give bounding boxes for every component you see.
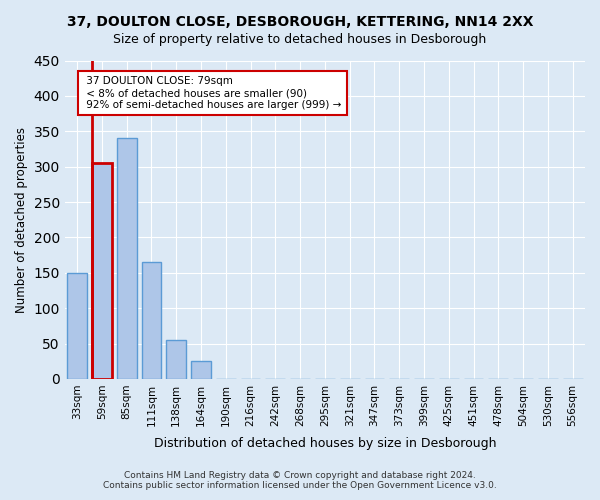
Text: 37, DOULTON CLOSE, DESBOROUGH, KETTERING, NN14 2XX: 37, DOULTON CLOSE, DESBOROUGH, KETTERING… xyxy=(67,15,533,29)
Text: Size of property relative to detached houses in Desborough: Size of property relative to detached ho… xyxy=(113,32,487,46)
Text: Contains HM Land Registry data © Crown copyright and database right 2024.
Contai: Contains HM Land Registry data © Crown c… xyxy=(103,470,497,490)
X-axis label: Distribution of detached houses by size in Desborough: Distribution of detached houses by size … xyxy=(154,437,496,450)
Bar xyxy=(166,340,186,379)
Bar xyxy=(92,163,112,379)
Text: 37 DOULTON CLOSE: 79sqm
 < 8% of detached houses are smaller (90)
 92% of semi-d: 37 DOULTON CLOSE: 79sqm < 8% of detached… xyxy=(83,76,341,110)
Bar xyxy=(117,138,137,379)
Bar xyxy=(191,361,211,379)
Bar xyxy=(142,262,161,379)
Bar xyxy=(67,273,87,379)
Y-axis label: Number of detached properties: Number of detached properties xyxy=(15,126,28,312)
